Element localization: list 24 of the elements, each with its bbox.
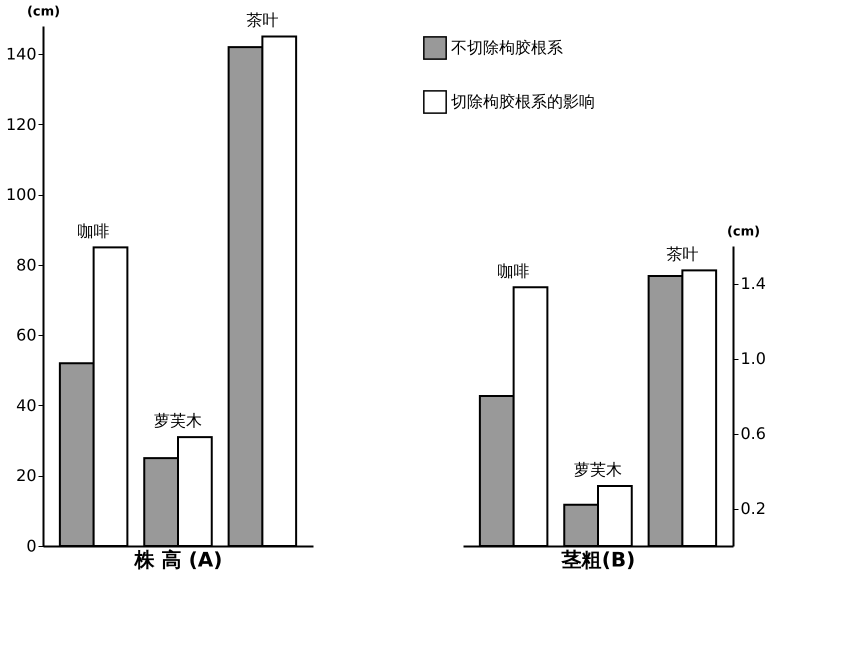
x-tick-label: 咖啡 <box>498 261 530 280</box>
y-axis-title: (cm) <box>26 4 60 20</box>
legend-label: 不切除枸胶根系 <box>451 38 563 57</box>
y-tick-label: 20 <box>16 466 36 486</box>
x-tick-label: 茶叶 <box>666 244 698 264</box>
y-tick-label: 0 <box>26 536 36 556</box>
x-tick-label: 萝芙木 <box>574 460 622 479</box>
y-tick-label: 40 <box>16 396 36 415</box>
x-tick-label: 咖啡 <box>78 221 110 240</box>
y-tick-label: 1.0 <box>740 349 766 368</box>
y-tick-label: 120 <box>6 114 36 134</box>
x-axis-title: 株 高 (A) <box>134 548 222 572</box>
x-tick-label: 茶叶 <box>246 10 278 30</box>
y-tick-label: 60 <box>16 326 36 345</box>
y-axis-title: (cm) <box>726 224 760 240</box>
y-tick-label: 100 <box>6 185 36 204</box>
legend-label: 切除枸胶根系的影响 <box>451 92 595 111</box>
y-tick-label: 0.6 <box>740 424 766 443</box>
y-tick-label: 80 <box>16 255 36 274</box>
y-tick-label: 1.4 <box>740 274 766 293</box>
x-tick-label: 萝芙木 <box>154 411 202 430</box>
y-tick-label: 140 <box>6 44 36 64</box>
y-tick-label: 0.2 <box>740 499 766 518</box>
x-axis-title: 茎粗(B) <box>560 548 636 572</box>
